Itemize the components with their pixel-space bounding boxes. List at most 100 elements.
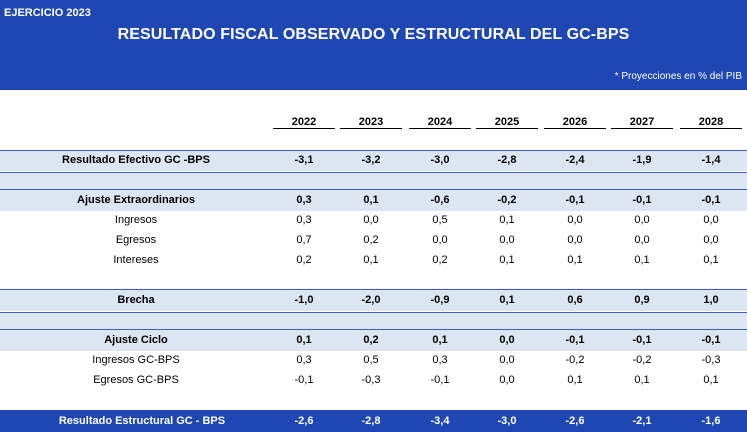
table-cell: -2,4 (565, 154, 585, 166)
table-row: Brecha -1,0 -2,0 -0,9 0,1 0,6 0,9 1,0 (0, 290, 747, 310)
table-cell: -0,1 (701, 334, 721, 346)
table-cell: 0,0 (634, 214, 650, 226)
year-underline (340, 128, 402, 129)
table-cell: 0,2 (363, 234, 379, 246)
year-underline (611, 128, 673, 129)
table-cell: -1,9 (632, 154, 652, 166)
table-cell: -0,1 (565, 334, 585, 346)
table-cell: 0,1 (703, 374, 719, 386)
table-cell: -0,2 (632, 354, 652, 366)
table-cell: 0,0 (432, 234, 448, 246)
table-cell: -2,6 (294, 415, 314, 427)
table-cell: 0,1 (296, 334, 312, 346)
table-cell: -0,1 (632, 194, 652, 206)
table-cell: -2,8 (361, 415, 381, 427)
table-cell: -3,1 (294, 154, 314, 166)
row-label: Brecha (117, 294, 155, 306)
year-header-2027: 2027 (629, 116, 655, 128)
year-underline (409, 128, 471, 129)
table-row: Resultado Efectivo GC -BPS -3,1 -3,2 -3,0 -2… (0, 150, 747, 170)
table-cell: -0,1 (294, 374, 314, 386)
table-cell: 0,3 (296, 214, 312, 226)
row-band (0, 329, 747, 351)
table-row: Ingresos 0,3 0,0 0,5 0,1 0,0 0,0 0,0 (0, 210, 747, 230)
table-cell: -0,9 (430, 294, 450, 306)
table-cell: 0,1 (432, 334, 448, 346)
year-underline (273, 128, 335, 129)
table-cell: 0,3 (296, 194, 312, 206)
row-label: Egresos (115, 234, 157, 246)
row-label: Ajuste Ciclo (104, 334, 168, 346)
table-cell: 0,3 (296, 354, 312, 366)
table-cell: 0,1 (567, 374, 583, 386)
year-header-2023: 2023 (358, 116, 384, 128)
table-cell: 0,7 (296, 234, 312, 246)
table-cell: 0,1 (363, 194, 379, 206)
table-cell: -0,1 (701, 194, 721, 206)
table-cell: 0,6 (567, 294, 583, 306)
table-cell: 0,5 (363, 354, 379, 366)
row-label: Ingresos GC-BPS (92, 354, 180, 366)
table-row: Ingresos GC-BPS 0,3 0,5 0,3 0,0 -0,2 -0,2 -0,3 (0, 350, 747, 370)
table-cell: -3,0 (430, 154, 450, 166)
header-banner: EJERCICIO 2023 RESULTADO FISCAL OBSERVAD… (0, 0, 747, 90)
table-cell: -0,1 (430, 374, 450, 386)
table-cell: 0,0 (703, 234, 719, 246)
row-label: Ingresos (114, 214, 158, 226)
table-cell: 0,2 (432, 254, 448, 266)
row-label: Egresos GC-BPS (93, 374, 179, 386)
table-row: Intereses 0,2 0,1 0,2 0,1 0,1 0,1 0,1 (0, 250, 747, 270)
row-band (0, 172, 747, 189)
year-header-2024: 2024 (427, 116, 453, 128)
year-underline (544, 128, 606, 129)
table-cell: 0,1 (499, 254, 515, 266)
row-band (0, 150, 747, 171)
table-cell: 0,0 (634, 234, 650, 246)
table-row: Ajuste Ciclo 0,1 0,2 0,1 0,0 -0,1 -0,1 -0,1 (0, 330, 747, 350)
table-row: Egresos 0,7 0,2 0,0 0,0 0,0 0,0 0,0 (0, 230, 747, 250)
table-cell: 0,0 (499, 354, 515, 366)
row-label: Resultado Efectivo GC -BPS (62, 154, 210, 166)
table-cell: -1,6 (701, 415, 721, 427)
table-cell: 0,0 (363, 214, 379, 226)
page-title: RESULTADO FISCAL OBSERVADO Y ESTRUCTURAL… (117, 26, 630, 43)
table-cell: -0,1 (632, 334, 652, 346)
table-cell: -0,1 (565, 194, 585, 206)
table-cell: -2,8 (497, 154, 517, 166)
table-cell: 0,1 (363, 254, 379, 266)
table-cell: 0,2 (296, 254, 312, 266)
row-band (0, 289, 747, 311)
table-cell: -1,4 (701, 154, 721, 166)
table-cell: -2,1 (632, 415, 652, 427)
table-cell: 0,0 (703, 214, 719, 226)
year-header-row: 2022 2023 2024 2025 2026 2027 2028 (0, 112, 747, 132)
table-cell: -2,6 (565, 415, 585, 427)
row-band (0, 312, 747, 329)
table-cell: 0,0 (499, 334, 515, 346)
row-label: Intereses (113, 254, 159, 266)
year-underline (680, 128, 742, 129)
table-cell: 0,1 (634, 374, 650, 386)
table-cell: 0,0 (567, 234, 583, 246)
row-label: Resultado Estructural GC - BPS (58, 415, 226, 427)
table-cell: 0,0 (567, 214, 583, 226)
table-row: Egresos GC-BPS -0,1 -0,3 -0,1 0,0 0,1 0,1 0,1 (0, 370, 747, 390)
table-cell: 0,1 (567, 254, 583, 266)
table-cell: -0,2 (565, 354, 585, 366)
table-cell: 0,5 (432, 214, 448, 226)
table-cell: 0,2 (363, 334, 379, 346)
table-cell: -0,2 (497, 194, 517, 206)
table-cell: -0,3 (701, 354, 721, 366)
table-cell: 0,9 (634, 294, 650, 306)
table-cell: -3,2 (361, 154, 381, 166)
row-band (0, 189, 747, 211)
year-header-2025: 2025 (494, 116, 520, 128)
table-cell: 0,3 (432, 354, 448, 366)
row-label: Ajuste Extraordinarios (77, 194, 195, 206)
table-cell: 0,0 (499, 374, 515, 386)
table-cell: -1,0 (294, 294, 314, 306)
table-cell: 0,1 (499, 214, 515, 226)
table-cell: -3,0 (497, 415, 517, 427)
year-header-2022: 2022 (291, 116, 317, 128)
year-header-2026: 2026 (562, 116, 588, 128)
